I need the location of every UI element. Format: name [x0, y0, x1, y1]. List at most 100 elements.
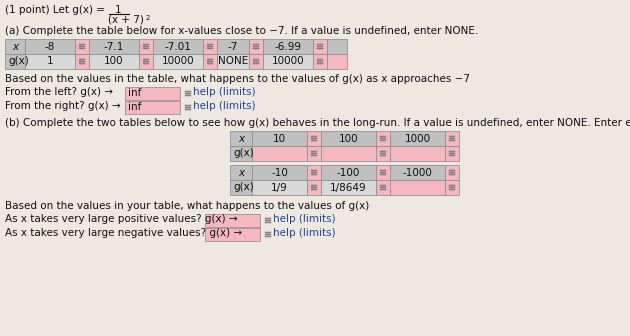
Bar: [79, 58, 81, 60]
Bar: [209, 47, 210, 49]
Bar: [382, 184, 384, 186]
Bar: [315, 169, 317, 171]
Bar: [143, 47, 145, 49]
Bar: [449, 151, 450, 152]
Bar: [315, 173, 317, 175]
Bar: [185, 94, 186, 96]
Bar: [269, 232, 271, 233]
Bar: [217, 39, 249, 54]
Bar: [189, 104, 191, 106]
Bar: [380, 155, 382, 156]
Bar: [79, 60, 81, 62]
Bar: [445, 180, 459, 195]
Bar: [187, 109, 188, 110]
Bar: [313, 54, 327, 69]
Bar: [89, 39, 139, 54]
Bar: [209, 60, 210, 62]
Bar: [319, 60, 321, 62]
Bar: [449, 155, 450, 156]
Bar: [187, 92, 188, 94]
Bar: [249, 39, 263, 54]
Bar: [230, 146, 252, 161]
Bar: [313, 151, 314, 152]
Bar: [453, 135, 455, 137]
Text: Based on the values in your table, what happens to the values of g(x): Based on the values in your table, what …: [5, 201, 369, 211]
Bar: [139, 39, 153, 54]
Bar: [269, 236, 271, 237]
Bar: [382, 139, 384, 141]
Bar: [143, 58, 145, 60]
Bar: [25, 54, 75, 69]
Bar: [321, 58, 323, 60]
Bar: [79, 47, 81, 49]
Bar: [453, 184, 455, 186]
Bar: [321, 180, 376, 195]
Bar: [153, 54, 203, 69]
Text: -100: -100: [337, 168, 360, 177]
Bar: [313, 173, 314, 175]
Bar: [211, 58, 212, 60]
Bar: [382, 186, 384, 188]
Bar: [249, 54, 263, 69]
Text: x: x: [12, 42, 18, 51]
Bar: [307, 165, 321, 180]
Bar: [445, 131, 459, 146]
Bar: [449, 153, 450, 154]
Bar: [211, 43, 212, 45]
Bar: [380, 135, 382, 137]
Bar: [321, 45, 323, 47]
Bar: [257, 60, 258, 62]
Text: x: x: [238, 168, 244, 177]
Bar: [203, 54, 217, 69]
Bar: [217, 54, 249, 69]
Bar: [252, 131, 307, 146]
Bar: [211, 45, 212, 47]
Bar: [451, 171, 452, 173]
Bar: [211, 62, 212, 64]
Bar: [384, 135, 386, 137]
Bar: [451, 173, 452, 175]
Text: 100: 100: [104, 56, 124, 67]
Bar: [79, 62, 81, 64]
Text: help (limits): help (limits): [193, 101, 256, 111]
Bar: [315, 184, 317, 186]
Bar: [185, 90, 186, 92]
Bar: [207, 47, 209, 49]
Bar: [83, 62, 84, 64]
Text: (x + 7): (x + 7): [108, 15, 144, 25]
Bar: [390, 146, 445, 161]
Bar: [313, 184, 314, 186]
Bar: [211, 47, 212, 49]
Bar: [81, 47, 83, 49]
Bar: [311, 151, 312, 152]
Text: 1: 1: [115, 5, 122, 15]
Bar: [321, 146, 376, 161]
Bar: [253, 58, 255, 60]
Bar: [263, 39, 313, 54]
Bar: [384, 151, 386, 152]
Bar: [205, 214, 260, 227]
Bar: [269, 221, 271, 223]
Bar: [321, 47, 323, 49]
Bar: [449, 137, 450, 139]
Bar: [384, 188, 386, 190]
Bar: [382, 135, 384, 137]
Bar: [143, 43, 145, 45]
Bar: [147, 62, 149, 64]
Bar: [382, 171, 384, 173]
Bar: [380, 139, 382, 141]
Bar: [382, 155, 384, 156]
Text: -6.99: -6.99: [275, 42, 302, 51]
Bar: [384, 139, 386, 141]
Bar: [253, 60, 255, 62]
Bar: [145, 62, 147, 64]
Text: 1/8649: 1/8649: [330, 182, 367, 193]
Bar: [319, 58, 321, 60]
Bar: [453, 139, 455, 141]
Bar: [267, 232, 268, 233]
Bar: [311, 153, 312, 154]
Bar: [267, 234, 268, 235]
Bar: [317, 47, 319, 49]
Bar: [315, 186, 317, 188]
Bar: [321, 131, 376, 146]
